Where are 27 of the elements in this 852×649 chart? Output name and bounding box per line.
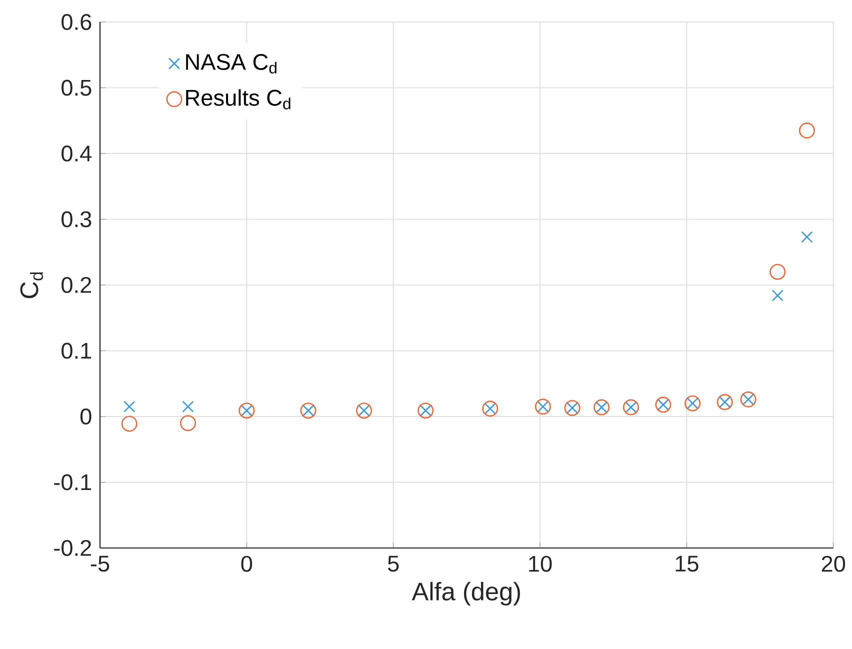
point <box>798 122 815 138</box>
y-axis-title: C$_{d}$ <box>20 272 44 298</box>
x-tick-label: 5 <box>388 556 399 572</box>
y-tick-label: -0.1 <box>54 474 92 490</box>
y-tick-label: -0.2 <box>54 540 92 556</box>
point <box>801 231 813 243</box>
x-tick-label: 15 <box>676 556 698 572</box>
y-tick-label: 0 <box>80 408 92 425</box>
x-tick-label: 10 <box>529 556 552 572</box>
y-tick-label: 0.5 <box>62 80 92 96</box>
point <box>121 416 138 432</box>
legend-label: NASA C$_{d}$ <box>186 54 276 74</box>
y-tick-label: 0.1 <box>62 342 92 359</box>
point <box>180 415 196 432</box>
point <box>123 400 136 412</box>
y-tick-label: 0.6 <box>62 14 92 30</box>
point <box>770 264 786 280</box>
y-tick-label: 0.2 <box>62 276 92 294</box>
x-tick-label: -5 <box>90 556 110 572</box>
point <box>182 400 194 412</box>
x-tick-label: 20 <box>822 556 846 572</box>
x-tick-label: 0 <box>241 556 252 572</box>
x-axis-title: Alfa (deg) <box>412 582 520 606</box>
point <box>772 290 784 302</box>
legend-label: Results C$_{d}$ <box>186 89 290 110</box>
y-tick-label: 0.4 <box>62 145 92 162</box>
y-tick-label: 0.3 <box>62 211 92 228</box>
